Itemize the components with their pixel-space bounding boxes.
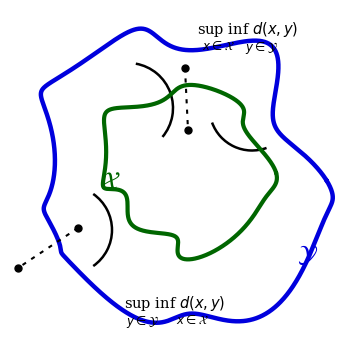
Text: $x{\in}\mathcal{X}$: $x{\in}\mathcal{X}$ (202, 40, 234, 53)
Text: $y{\in}\mathcal{Y}$: $y{\in}\mathcal{Y}$ (126, 314, 160, 330)
Text: $\mathcal{X}$: $\mathcal{X}$ (100, 171, 120, 194)
Text: $x{\in}\mathcal{X}$: $x{\in}\mathcal{X}$ (176, 314, 208, 327)
Text: sup inf $d(x,y)$: sup inf $d(x,y)$ (197, 20, 299, 39)
Text: $y{\in}\mathcal{Y}$: $y{\in}\mathcal{Y}$ (245, 40, 279, 56)
Text: sup inf $d(x,y)$: sup inf $d(x,y)$ (124, 294, 226, 313)
Text: $\mathcal{Y}$: $\mathcal{Y}$ (297, 244, 318, 266)
